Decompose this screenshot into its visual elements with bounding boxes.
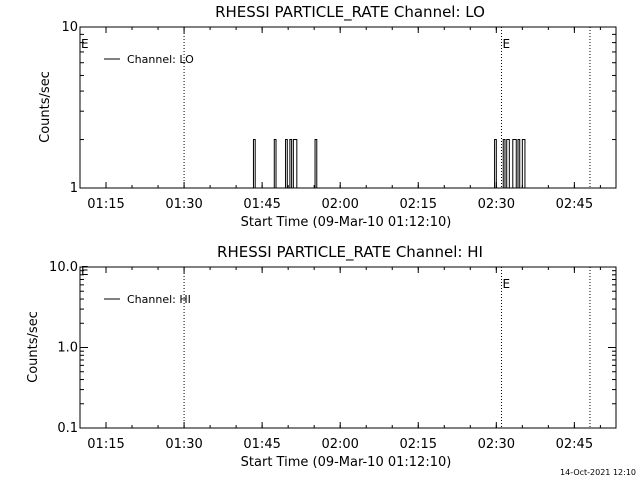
panel-lo-start-marker-label: E bbox=[81, 37, 89, 51]
lo-data-burst-10 bbox=[517, 139, 521, 188]
panel-lo-x-axis-label: Start Time (09-Mar-10 01:12:10) bbox=[241, 215, 452, 230]
hi-x-tick-label-3: 02:00 bbox=[321, 437, 358, 452]
lo-data-burst-2 bbox=[285, 139, 288, 188]
hi-x-tick-label-4: 02:15 bbox=[400, 437, 437, 452]
lo-data-burst-1 bbox=[273, 139, 277, 188]
panel-hi-x-axis-label: Start Time (09-Mar-10 01:12:10) bbox=[241, 455, 452, 470]
lo-x-tick-label-4: 02:15 bbox=[400, 197, 437, 212]
hi-x-tick-label-0: 01:15 bbox=[87, 437, 124, 452]
lo-x-tick-label-5: 02:30 bbox=[478, 197, 515, 212]
lo-data-burst-7 bbox=[502, 139, 506, 188]
lo-data-burst-4 bbox=[292, 139, 298, 188]
hi-y-tick-label-2: 10.0 bbox=[49, 260, 78, 275]
panel-hi-content: 01:15 01:30 01:45 02:00 02:15 02:30 02:45 0.1 1.… bbox=[49, 260, 616, 452]
panel-hi-title: RHESSI PARTICLE_RATE Channel: HI bbox=[217, 243, 483, 262]
panel-lo: RHESSI PARTICLE_RATE Channel: LO 01:15 01… bbox=[38, 3, 617, 230]
lo-data-burst-11 bbox=[521, 139, 526, 188]
hi-x-tick-label-6: 02:45 bbox=[556, 437, 593, 452]
panel-hi: RHESSI PARTICLE_RATE Channel: HI 01:15 01… bbox=[26, 243, 617, 470]
hi-y-tick-label-0: 0.1 bbox=[57, 421, 78, 436]
panel-lo-title: RHESSI PARTICLE_RATE Channel: LO bbox=[215, 3, 485, 22]
lo-event-marker-label-1: E bbox=[503, 37, 511, 51]
lo-x-tick-label-2: 01:45 bbox=[243, 197, 280, 212]
panel-lo-y-axis-label: Counts/sec bbox=[38, 71, 53, 143]
panel-hi-start-marker-label: E bbox=[81, 264, 89, 278]
lo-data-burst-9 bbox=[512, 139, 517, 188]
lo-data-burst-0 bbox=[252, 139, 256, 188]
lo-x-tick-label-3: 02:00 bbox=[321, 197, 358, 212]
lo-data-burst-6 bbox=[494, 139, 497, 188]
panel-hi-legend-label: Channel: HI bbox=[127, 293, 191, 306]
hi-x-tick-label-1: 01:30 bbox=[165, 437, 202, 452]
lo-data-burst-3 bbox=[289, 139, 293, 188]
lo-data-burst-5 bbox=[314, 139, 318, 188]
lo-y-tick-label-1: 10 bbox=[61, 20, 78, 35]
panel-lo-legend-label: Channel: LO bbox=[127, 53, 194, 66]
panel-hi-plot-frame bbox=[79, 266, 617, 429]
panel-lo-plot-frame bbox=[79, 26, 617, 189]
hi-y-tick-label-1: 1.0 bbox=[57, 341, 78, 356]
lo-x-tick-label-1: 01:30 bbox=[165, 197, 202, 212]
hi-x-tick-label-2: 01:45 bbox=[243, 437, 280, 452]
lo-data-burst-8 bbox=[506, 139, 510, 188]
hi-x-tick-label-5: 02:30 bbox=[478, 437, 515, 452]
footer-timestamp: 14-Oct-2021 12:10 bbox=[560, 468, 636, 477]
lo-x-tick-label-6: 02:45 bbox=[556, 197, 593, 212]
hi-event-marker-label-1: E bbox=[503, 277, 511, 291]
lo-x-tick-label-0: 01:15 bbox=[87, 197, 124, 212]
lo-y-tick-label-0: 1 bbox=[70, 181, 78, 196]
panel-hi-y-axis-label: Counts/sec bbox=[26, 311, 41, 383]
